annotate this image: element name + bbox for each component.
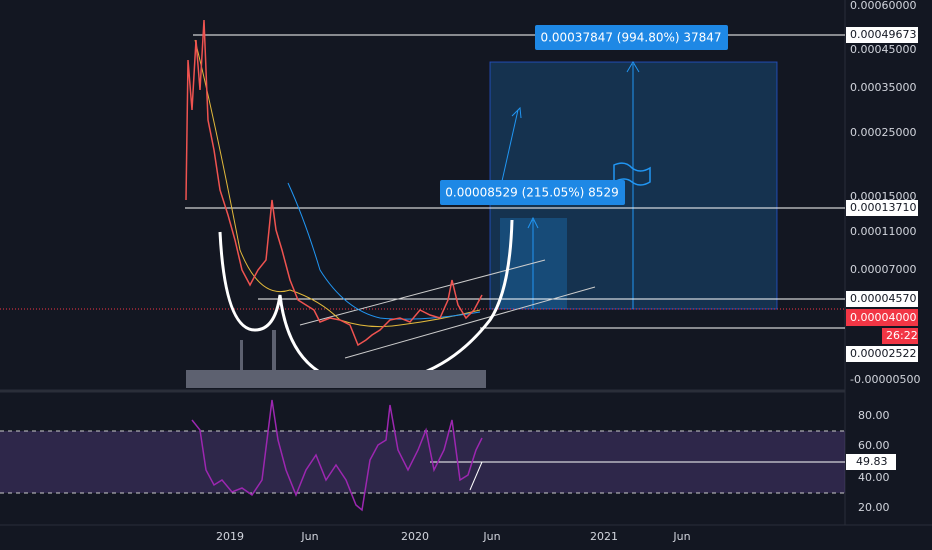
rsi-label: 20.00 — [858, 501, 890, 514]
time-label: 2021 — [590, 530, 618, 543]
volume — [186, 330, 486, 388]
price-label: 0.00045000 — [850, 43, 916, 56]
marker-box — [846, 27, 918, 43]
time-label: Jun — [672, 530, 690, 543]
rsi-current: 49.83 — [856, 455, 888, 468]
marker-label: 0.00002522 — [850, 347, 916, 360]
time-label: Jun — [482, 530, 500, 543]
price-label: 0.00060000 — [850, 0, 916, 12]
price-label: 0.00035000 — [850, 81, 916, 94]
current-price: 0.00004000 — [850, 311, 916, 324]
price-series — [185, 19, 483, 347]
arrow — [527, 216, 539, 229]
price-label: -0.00000500 — [850, 373, 920, 386]
trend-line — [469, 461, 483, 491]
countdown-box — [882, 328, 918, 344]
ma-line — [287, 182, 481, 320]
arrow — [499, 106, 522, 191]
marker-box — [846, 200, 918, 216]
marker-box — [846, 454, 896, 470]
annotation-box — [535, 25, 728, 50]
marker-label: 0.00004570 — [850, 292, 916, 305]
price-label: 0.00011000 — [850, 225, 916, 238]
arrow — [626, 61, 640, 73]
marker-label: 0.00013710 — [850, 201, 916, 214]
annotation: 0.00037847 (994.80%) 37847 — [540, 31, 721, 45]
annotation: 0.00008529 (215.05%) 8529 — [445, 186, 618, 200]
ma-line — [194, 39, 481, 328]
rsi-label: 40.00 — [858, 471, 890, 484]
rsi-label: 60.00 — [858, 439, 890, 452]
current-price-box — [846, 309, 918, 326]
flag-icon — [613, 162, 651, 186]
price-label: 0.00007000 — [850, 263, 916, 276]
trend-line — [344, 286, 596, 359]
marker-box — [846, 346, 918, 362]
time-label: 2020 — [401, 530, 429, 543]
trend-line — [299, 259, 546, 326]
rsi-label: 80.00 — [858, 409, 890, 422]
time-label: Jun — [300, 530, 318, 543]
countdown: 26:22 — [886, 329, 918, 342]
marker-box — [846, 291, 918, 307]
annotation-box — [440, 180, 625, 205]
time-label: 2019 — [216, 530, 244, 543]
price-label: 0.00025000 — [850, 126, 916, 139]
rsi-series — [191, 399, 483, 512]
marker-label: 0.00049673 — [850, 28, 916, 41]
price-label: 0.00015000 — [850, 190, 916, 203]
